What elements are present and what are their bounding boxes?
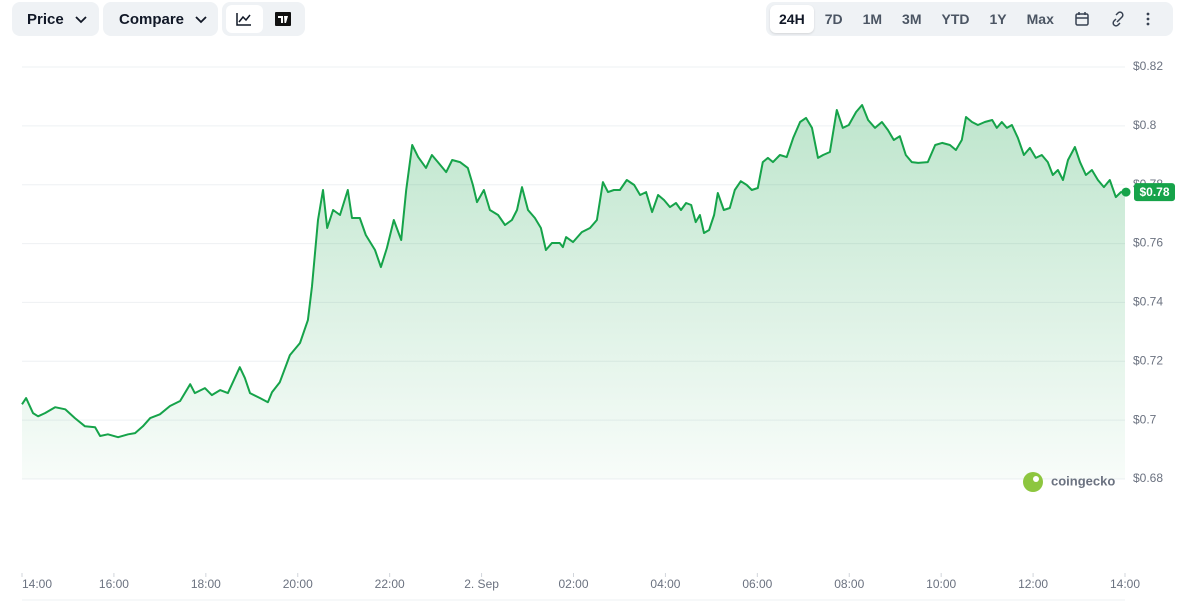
range-button[interactable]: 24H (770, 5, 814, 33)
range-button[interactable]: Max (1026, 11, 1054, 27)
x-tick-label: 08:00 (834, 577, 864, 591)
line-chart-button[interactable] (226, 5, 263, 33)
price-badge (1134, 183, 1175, 202)
y-tick-label: $0.82 (1133, 59, 1163, 73)
more-button[interactable] (1137, 5, 1159, 33)
icon (1112, 11, 1124, 27)
tradingview-button[interactable] (265, 5, 302, 33)
range-button[interactable]: 1Y (989, 11, 1007, 27)
x-tick-label: 10:00 (926, 577, 956, 591)
icon (1075, 12, 1089, 26)
tradingview-icon (274, 12, 291, 26)
x-tick-label: 22:00 (375, 577, 405, 591)
y-tick-label: $0.7 (1133, 412, 1157, 426)
x-tick-label: 20:00 (283, 577, 313, 591)
range-button[interactable]: 3M (902, 11, 922, 27)
range-group: 24H 7D 1M 3M YTD 1Y Max (766, 2, 1173, 36)
y-tick-label: $0.8 (1133, 118, 1157, 132)
watermark-text: coingecko (1051, 473, 1115, 488)
price-badge-label: $0.78 (1139, 185, 1169, 199)
x-tick-label: 04:00 (650, 577, 680, 591)
y-tick-label: $0.72 (1133, 353, 1163, 367)
line-icon (236, 13, 252, 26)
compare-button[interactable]: Compare (103, 2, 218, 36)
price-line (21, 104, 1125, 439)
chart-type-group (222, 2, 305, 36)
icon (1146, 12, 1150, 26)
chevron (75, 16, 87, 24)
last-point (1121, 187, 1131, 197)
area-fill (22, 105, 1125, 479)
price-button[interactable]: Price (12, 2, 99, 36)
y-tick-label: $0.68 (1133, 471, 1163, 485)
y-tick-label: $0.76 (1133, 236, 1163, 250)
watermark: coingecko (1023, 472, 1115, 492)
chevron (195, 16, 207, 24)
range-button[interactable]: YTD (941, 11, 970, 27)
x-tick-label: 12:00 (1018, 577, 1048, 591)
calendar-button[interactable] (1065, 5, 1099, 33)
x-tick-label: 06:00 (742, 577, 772, 591)
price-label: Price (27, 10, 64, 28)
x-tick-label: 16:00 (99, 577, 129, 591)
x-tick-label: 02:00 (558, 577, 588, 591)
range-button[interactable]: 7D (824, 11, 843, 27)
range-button[interactable]: 1M (862, 11, 883, 27)
x-tick-label: 14:00 (22, 577, 52, 591)
x-tick-label: 14:00 (1110, 577, 1140, 591)
x-tick-label: 2. Sep (464, 577, 499, 591)
y-tick-label: $0.74 (1133, 295, 1163, 309)
compare-label: Compare (119, 10, 185, 28)
link-button[interactable] (1101, 5, 1135, 33)
x-tick-label: 18:00 (191, 577, 221, 591)
